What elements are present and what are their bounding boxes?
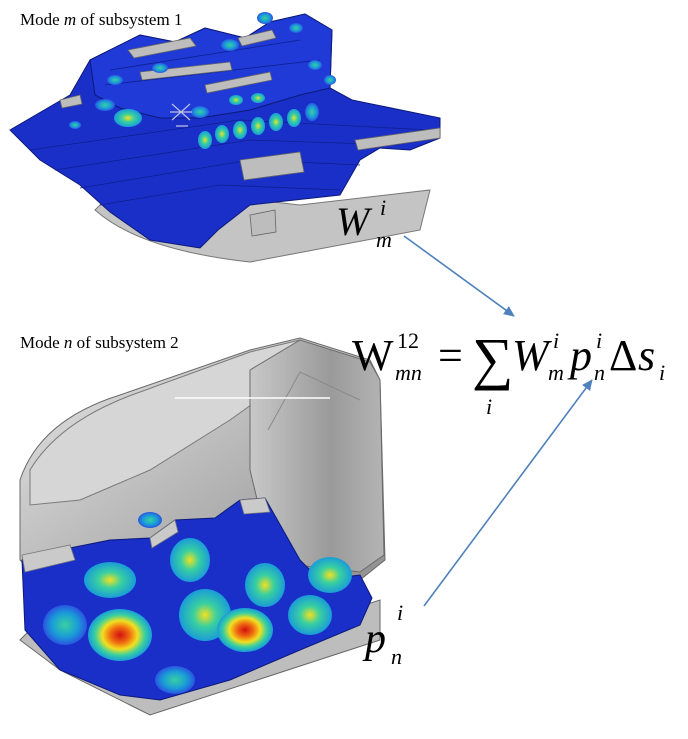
w-symbol: W bbox=[336, 199, 373, 244]
eq-term-p-subscript: n bbox=[594, 360, 605, 385]
eq-term-w-subscript: m bbox=[548, 360, 564, 385]
coordinate-triad-icon bbox=[170, 103, 192, 127]
coupling-equation: W 12 mn = ∑ i W i m p i n Δ s i bbox=[352, 326, 665, 419]
eq-lhs-superscript: 12 bbox=[397, 328, 419, 353]
caption-text: of subsystem 1 bbox=[76, 10, 183, 29]
eq-lhs-subscript: mn bbox=[395, 360, 422, 385]
eq-term-w: W bbox=[512, 331, 552, 380]
p-superscript: i bbox=[397, 600, 403, 625]
label-p-n-i: p i n bbox=[362, 600, 403, 669]
subsystem-1-floor-mesh bbox=[9, 12, 441, 263]
eq-sum-sign: ∑ bbox=[472, 326, 513, 391]
w-superscript: i bbox=[380, 195, 386, 220]
eq-term-w-superscript: i bbox=[553, 328, 559, 353]
caption-text: Mode bbox=[20, 333, 64, 352]
caption-text: Mode bbox=[20, 10, 64, 29]
p-subscript: n bbox=[391, 644, 402, 669]
eq-term-s: s bbox=[638, 331, 655, 380]
caption-variable: m bbox=[63, 10, 77, 29]
eq-term-s-subscript: i bbox=[659, 360, 665, 385]
arrow-w-to-equation bbox=[403, 235, 515, 317]
caption-text: of subsystem 2 bbox=[72, 333, 179, 352]
caption-mode-m: Mode m of subsystem 1 bbox=[20, 10, 182, 30]
caption-mode-n: Mode n of subsystem 2 bbox=[20, 333, 179, 353]
label-w-m-i: W i m bbox=[336, 195, 392, 252]
w-subscript: m bbox=[376, 227, 392, 252]
caption-variable: n bbox=[63, 333, 73, 352]
eq-delta: Δ bbox=[609, 331, 637, 380]
p-symbol: p bbox=[362, 616, 386, 662]
eq-equals: = bbox=[438, 331, 463, 380]
eq-term-p: p bbox=[567, 331, 592, 380]
subsystem-2-cabin-mesh bbox=[19, 337, 386, 716]
eq-lhs-symbol: W bbox=[352, 331, 394, 380]
eq-sum-index: i bbox=[486, 394, 492, 419]
arrow-p-to-equation bbox=[423, 379, 593, 607]
eq-term-p-superscript: i bbox=[596, 328, 602, 353]
